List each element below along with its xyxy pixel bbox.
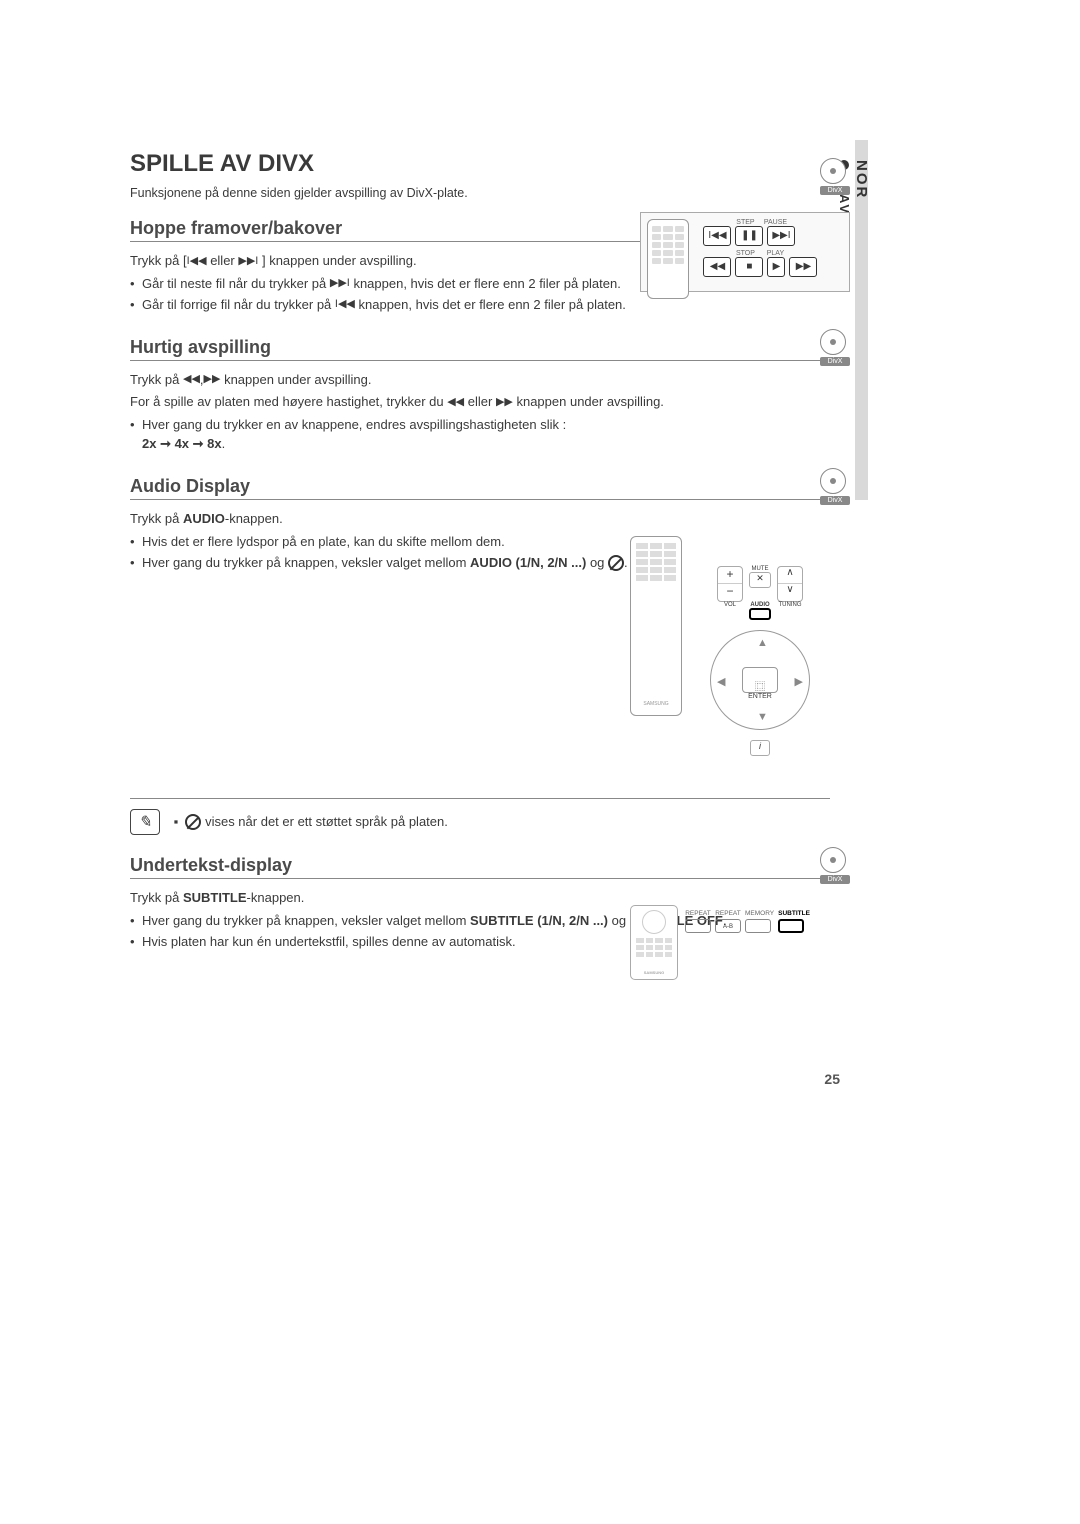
enter-btn: ⿴ENTER — [742, 667, 778, 693]
subtitle-btn-col: SUBTITLE — [778, 910, 810, 933]
heading-audio: Audio Display — [130, 476, 830, 500]
page-number: 25 — [824, 1071, 840, 1087]
remote-outline: SAMSUNG — [630, 905, 678, 980]
note-box: ✎ ▪ vises når det er ett støttet språk p… — [130, 798, 830, 835]
divx-icon: DivX — [820, 468, 850, 498]
play-label: PLAY — [761, 250, 789, 257]
note-icon: ✎ — [130, 809, 160, 835]
audio-diagram: SAMSUNG + − VOL MUTE ✕ AUDIO — [630, 536, 830, 776]
page-content: SPILLE AV DIVX Funksjonene på denne side… — [130, 150, 830, 1037]
pause-label: PAUSE — [761, 219, 789, 226]
vol-down: − — [718, 584, 742, 601]
mute-btn: ✕ — [749, 572, 771, 588]
rew-btn: ◀◀ — [703, 257, 731, 277]
section-subtitle: DivX Undertekst-display Trykk på SUBTITL… — [130, 855, 830, 1015]
vol-up: + — [718, 567, 742, 585]
audio-p1: Trykk på AUDIO-knappen. — [130, 510, 830, 529]
audio-controls: + − VOL MUTE ✕ AUDIO ∧ ∨ — [690, 566, 830, 756]
divx-icon: DivX — [820, 158, 850, 188]
intro-text: Funksjonene på denne siden gjelder avspi… — [130, 186, 830, 200]
section-skip: DivX Hoppe framover/bakover Trykk på [I◀… — [130, 218, 830, 315]
remote-outline — [647, 219, 689, 299]
tune-up: ∧ — [778, 567, 802, 585]
prev-btn: I◀◀ — [703, 226, 731, 246]
fast-li1: Hver gang du trykker en av knappene, end… — [130, 416, 830, 454]
dpad: ⿴ENTER ▲ ▼ ◀ ▶ — [710, 630, 810, 730]
stop-label: STOP — [731, 250, 759, 257]
heading-subtitle: Undertekst-display — [130, 855, 830, 879]
prohibit-icon — [185, 814, 201, 830]
divx-icon: DivX — [820, 329, 850, 359]
language-section-tab: NOR AVSPILLING — [836, 160, 870, 480]
play-btn: ▶ — [767, 257, 785, 277]
heading-fast: Hurtig avspilling — [130, 337, 830, 361]
page-title: SPILLE AV DIVX — [130, 150, 830, 178]
subtitle-buttons-row: REPEAT REPEATA-B MEMORY SUBTITLE — [685, 910, 810, 933]
divx-icon: DivX — [820, 847, 850, 877]
fast-list: Hver gang du trykker en av knappene, end… — [130, 416, 830, 454]
repeat-ab-btn-col: REPEATA-B — [715, 910, 741, 933]
section-audio: DivX Audio Display Trykk på AUDIO-knappe… — [130, 476, 830, 776]
audio-label: AUDIO — [749, 602, 771, 608]
subtitle-diagram: SAMSUNG REPEAT REPEATA-B MEMORY SUBTITLE — [630, 905, 830, 995]
mute-label: MUTE — [749, 566, 771, 572]
tune-down: ∨ — [778, 584, 802, 601]
step-label: STEP — [731, 219, 759, 226]
fast-p2: For å spille av platen med høyere hastig… — [130, 393, 830, 412]
section-fast: DivX Hurtig avspilling Trykk på ◀◀,▶▶ kn… — [130, 337, 830, 454]
fast-p1: Trykk på ◀◀,▶▶ knappen under avspilling. — [130, 371, 830, 390]
stop-btn: ■ — [735, 257, 763, 277]
tuning-label: TUNING — [777, 602, 803, 608]
note-text: ▪ vises når det er ett støttet språk på … — [170, 814, 448, 831]
prohibit-icon — [608, 555, 624, 571]
ff-btn: ▶▶ — [789, 257, 817, 277]
repeat-btn-col: REPEAT — [685, 910, 711, 933]
skip-diagram: STEP PAUSE I◀◀ ❚❚ ▶▶I STOP PLAY ◀◀ ■ ▶ — [640, 212, 850, 292]
audio-btn-highlight — [749, 608, 771, 620]
lang-code: NOR — [853, 160, 870, 199]
memory-btn-col: MEMORY — [745, 910, 774, 933]
vol-label: VOL — [717, 602, 743, 608]
remote-outline: SAMSUNG — [630, 536, 682, 716]
next-btn: ▶▶I — [767, 226, 795, 246]
step-btn: ❚❚ — [735, 226, 763, 246]
